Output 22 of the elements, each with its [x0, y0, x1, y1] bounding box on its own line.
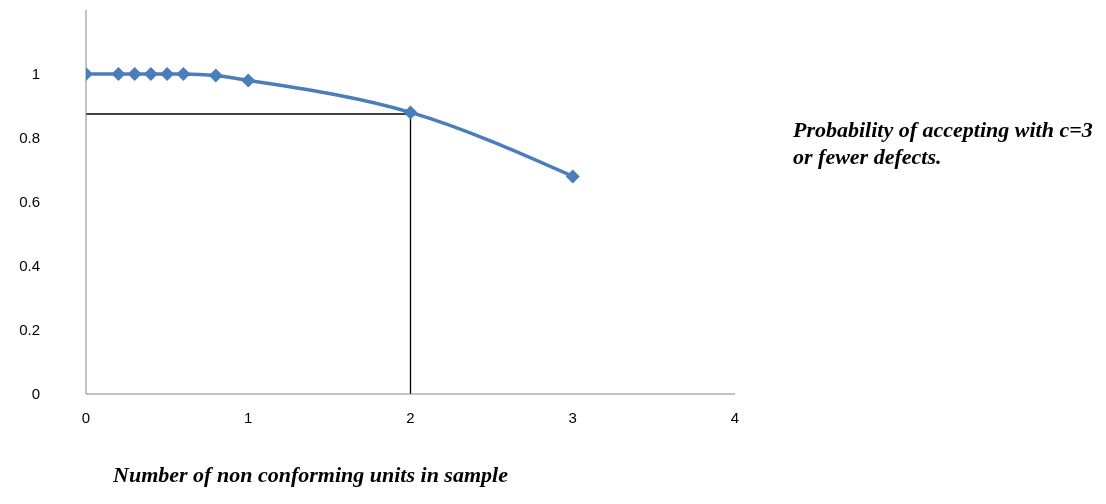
x-tick-label: 1 — [244, 408, 253, 426]
x-tick-label: 0 — [81, 408, 91, 426]
y-tick-label: 0.6 — [19, 193, 40, 211]
y-tick-label: 0.8 — [19, 129, 40, 147]
point — [208, 68, 223, 83]
x-axis-title: Number of non conforming units in sample — [112, 462, 509, 487]
text: Probability of accepting with c=3 or fewer defects. — [793, 116, 1094, 170]
y-tick-label: 0.2 — [19, 321, 40, 339]
point — [403, 105, 418, 120]
point — [241, 73, 256, 88]
point — [160, 67, 175, 81]
point — [143, 67, 158, 81]
y-tick-label: 0 — [31, 385, 40, 403]
point — [176, 67, 191, 81]
y-tick-label: 0.4 — [19, 257, 40, 275]
y-tick-label: 1 — [31, 65, 40, 83]
x-tick-label: 3 — [568, 408, 577, 426]
point — [127, 67, 142, 81]
x-tick-label: 4 — [730, 408, 740, 426]
x-tick-label: 2 — [406, 408, 415, 426]
point — [565, 169, 580, 184]
point — [111, 67, 126, 81]
